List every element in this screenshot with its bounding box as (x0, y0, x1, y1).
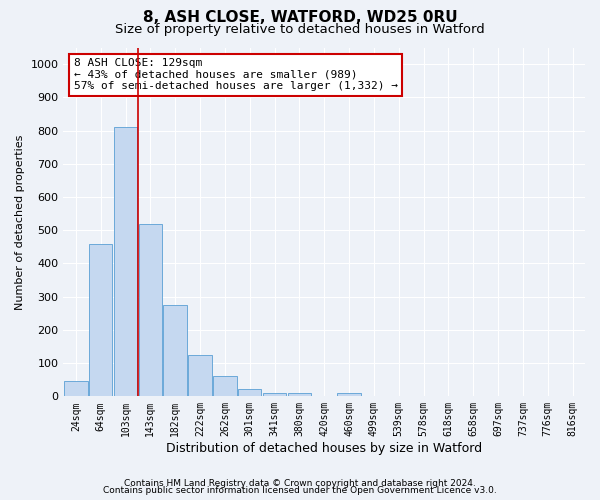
Text: Size of property relative to detached houses in Watford: Size of property relative to detached ho… (115, 22, 485, 36)
Bar (263, 393, 286, 396)
Bar (114, 127, 137, 396)
Bar (213, 376, 236, 396)
Text: Contains public sector information licensed under the Open Government Licence v3: Contains public sector information licen… (103, 486, 497, 495)
Text: 8, ASH CLOSE, WATFORD, WD25 0RU: 8, ASH CLOSE, WATFORD, WD25 0RU (143, 10, 457, 25)
Bar (287, 393, 311, 396)
Bar (139, 224, 162, 396)
Bar (188, 355, 212, 397)
Bar (89, 244, 112, 396)
Text: Contains HM Land Registry data © Crown copyright and database right 2024.: Contains HM Land Registry data © Crown c… (124, 478, 476, 488)
Bar (64, 382, 88, 396)
Bar (163, 305, 187, 396)
Y-axis label: Number of detached properties: Number of detached properties (15, 134, 25, 310)
Bar (238, 389, 262, 396)
X-axis label: Distribution of detached houses by size in Watford: Distribution of detached houses by size … (166, 442, 482, 455)
Text: 8 ASH CLOSE: 129sqm
← 43% of detached houses are smaller (989)
57% of semi-detac: 8 ASH CLOSE: 129sqm ← 43% of detached ho… (74, 58, 398, 91)
Bar (337, 393, 361, 396)
